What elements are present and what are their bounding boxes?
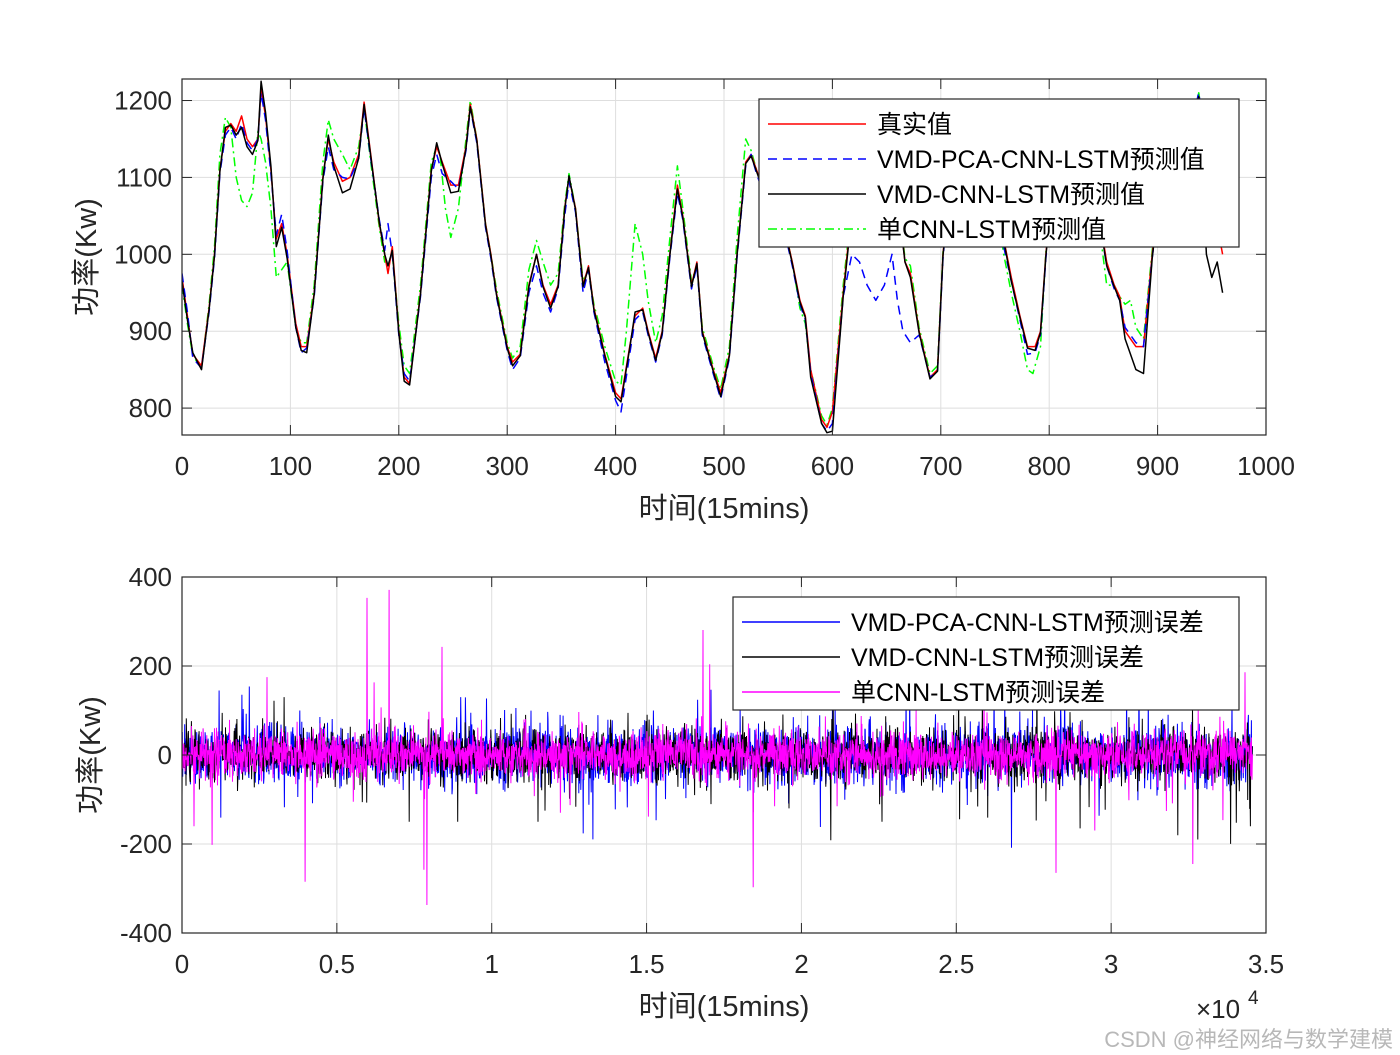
x-exponent-power: 4 [1248, 988, 1259, 1009]
y-axis-label: 功率(Kw) [70, 198, 103, 316]
x-tick-label: 100 [269, 451, 312, 481]
x-tick-label: 0.5 [319, 949, 355, 979]
x-tick-label: 3.5 [1248, 949, 1284, 979]
legend-entry-label: VMD-PCA-CNN-LSTM预测值 [877, 146, 1205, 174]
legend-entry-label: 真实值 [877, 111, 952, 139]
legend-entry-label: VMD-CNN-LSTM预测误差 [851, 644, 1144, 672]
y-tick-label: 200 [129, 651, 172, 681]
y-tick-label: 0 [158, 740, 172, 770]
x-tick-label: 2.5 [938, 949, 974, 979]
x-exponent-label: ×10 [1196, 994, 1240, 1024]
legend-entry-label: VMD-CNN-LSTM预测值 [877, 181, 1145, 209]
legend-entry-label: 单CNN-LSTM预测误差 [851, 679, 1105, 707]
series-line-3 [182, 92, 1208, 426]
x-tick-label: 600 [811, 451, 854, 481]
series-line-2 [182, 80, 1224, 434]
y-tick-label: -200 [120, 829, 172, 859]
x-tick-label: 300 [486, 451, 529, 481]
legend-entry-label: 单CNN-LSTM预测值 [877, 216, 1106, 244]
x-tick-label: 2 [794, 949, 808, 979]
y-tick-label: 1000 [114, 239, 172, 269]
error-series-line-2 [182, 589, 1253, 906]
x-tick-label: 400 [594, 451, 637, 481]
x-tick-label: 0 [175, 451, 189, 481]
x-axis-label: 时间(15mins) [639, 990, 810, 1023]
bottom-axes-errors: 0 0.5 1 1.5 2 2.5 3 3.5 -400 -200 0 200 400 时间(15mins… [74, 562, 1284, 1024]
y-tick-label: 1100 [116, 162, 172, 192]
y-tick-label: 900 [129, 316, 172, 346]
x-tick-label: 1000 [1237, 451, 1295, 481]
x-tick-label: 200 [377, 451, 420, 481]
legend-entry-label: VMD-PCA-CNN-LSTM预测误差 [851, 609, 1204, 637]
y-tick-label: 400 [129, 562, 172, 592]
x-tick-label: 0 [175, 949, 189, 979]
x-tick-label: 900 [1136, 451, 1179, 481]
y-tick-label: 800 [129, 393, 172, 423]
y-axis-label: 功率(Kw) [74, 696, 107, 814]
x-tick-label: 800 [1028, 451, 1071, 481]
watermark: CSDN @神经网络与数学建模 [1104, 1027, 1393, 1050]
x-tick-label: 500 [702, 451, 745, 481]
x-tick-label: 700 [919, 451, 962, 481]
x-tick-label: 1 [484, 949, 498, 979]
x-axis-label: 时间(15mins) [639, 492, 810, 525]
x-tick-label: 1.5 [628, 949, 664, 979]
legend: 真实值 VMD-PCA-CNN-LSTM预测值 VMD-CNN-LSTM预测值单CN… [758, 98, 1240, 248]
legend-box [732, 596, 1240, 711]
x-tick-label: 3 [1104, 949, 1118, 979]
y-tick-label: -400 [120, 918, 172, 948]
top-axes-predictions: 0 100 200 300 400 500 600 700 800 900 1000 800 900 10… [70, 78, 1295, 525]
y-tick-label: 1200 [114, 86, 172, 116]
legend: VMD-PCA-CNN-LSTM预测误差 VMD-CNN-LSTM预测误差单CNN… [732, 596, 1240, 711]
